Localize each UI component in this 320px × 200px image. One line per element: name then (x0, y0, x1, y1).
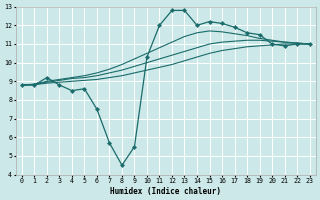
X-axis label: Humidex (Indice chaleur): Humidex (Indice chaleur) (110, 187, 221, 196)
